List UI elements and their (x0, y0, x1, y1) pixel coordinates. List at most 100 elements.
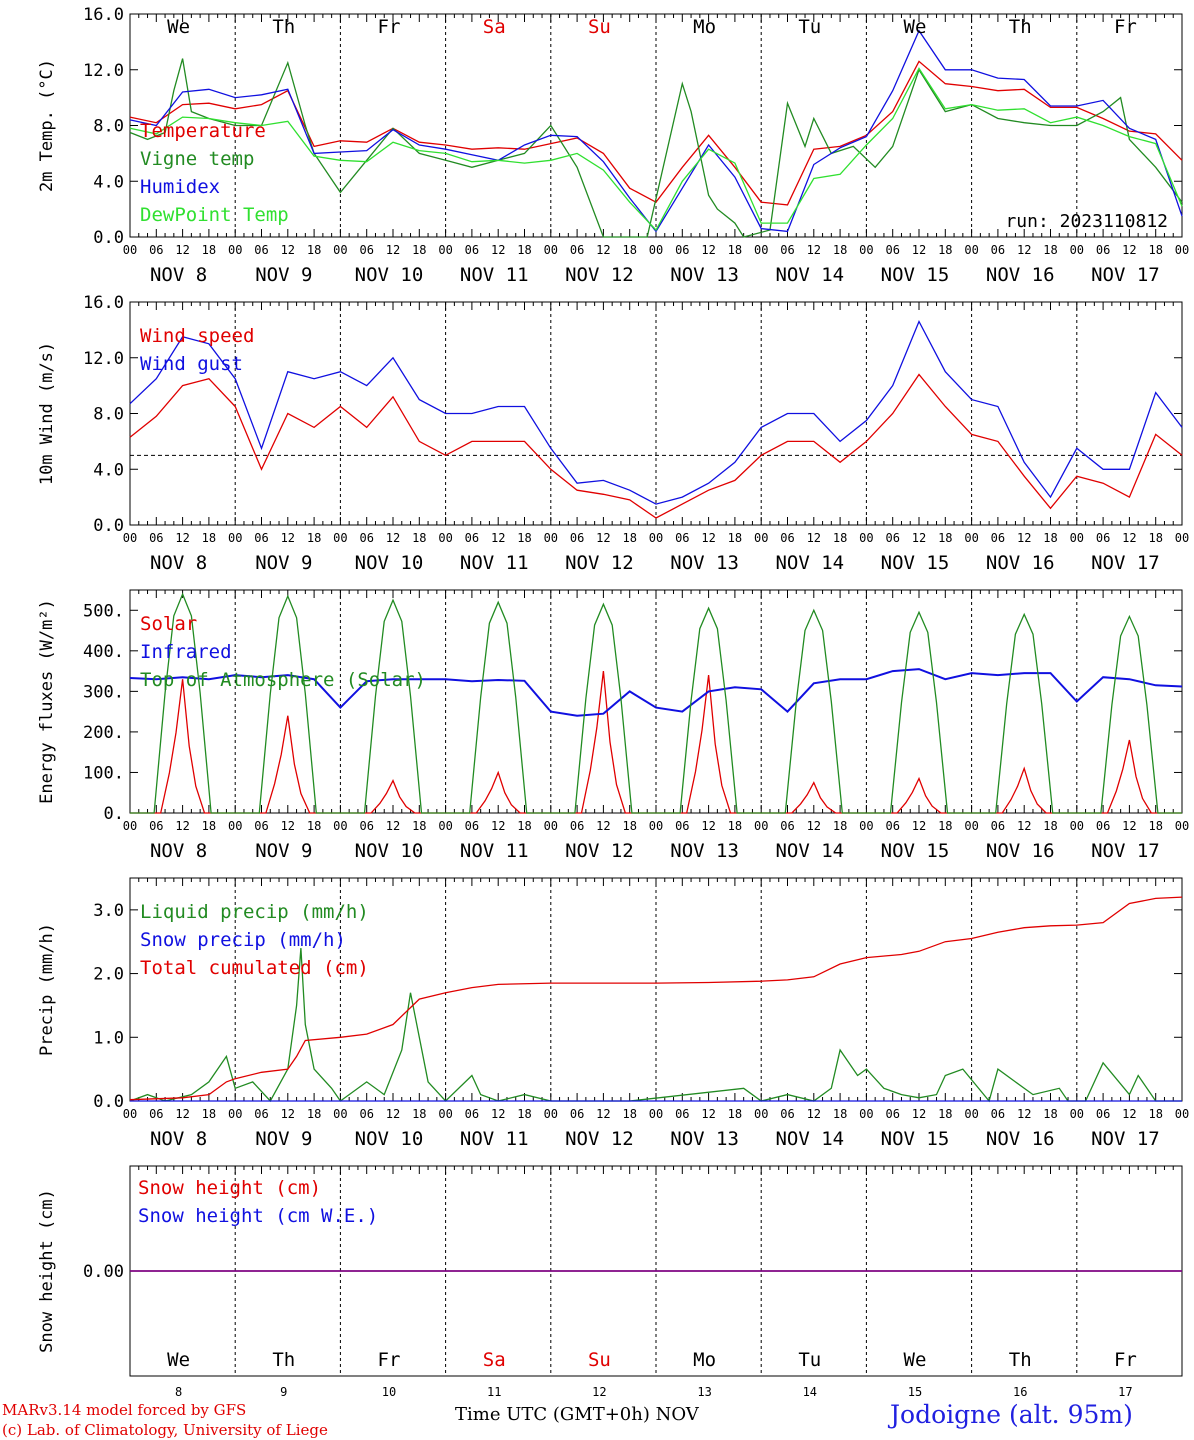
hour-label: 00 (1070, 243, 1084, 257)
y-tick-label: 400. (83, 642, 124, 662)
hour-label: 12 (596, 819, 610, 833)
hour-label: 00 (438, 1107, 452, 1121)
date-label: NOV 10 (355, 840, 424, 862)
hour-label: 06 (885, 819, 899, 833)
y-axis-title: 2m Temp. (°C) (37, 59, 57, 192)
y-tick-label: 8.0 (93, 405, 124, 425)
date-label: NOV 16 (986, 1128, 1055, 1150)
hour-label: 18 (1148, 531, 1162, 545)
hour-label: 18 (202, 531, 216, 545)
hour-label: 06 (1096, 819, 1110, 833)
legend-entry: Liquid precip (mm/h) (140, 901, 369, 923)
hour-label: 12 (281, 531, 295, 545)
date-label: NOV 15 (881, 1128, 950, 1150)
hour-label: 18 (1043, 243, 1057, 257)
hour-label: 18 (1148, 243, 1162, 257)
legend-entry: Snow height (cm W.E.) (138, 1205, 378, 1227)
date-label: NOV 8 (150, 552, 207, 574)
hour-label: 06 (885, 243, 899, 257)
date-label: NOV 15 (881, 552, 950, 574)
hour-label: 06 (254, 819, 268, 833)
hour-label: 00 (1175, 1107, 1189, 1121)
hour-label: 00 (649, 819, 663, 833)
hour-label: 06 (780, 819, 794, 833)
date-label: NOV 14 (775, 264, 844, 286)
panel-2 (129, 301, 1183, 526)
day-number: 8 (175, 1385, 182, 1399)
hour-label: 00 (544, 531, 558, 545)
date-label: NOV 13 (670, 840, 739, 862)
legend-entry: Vigne temp (140, 148, 254, 170)
hour-label: 00 (1175, 531, 1189, 545)
hour-label: 12 (807, 1107, 821, 1121)
hour-label: 18 (307, 1107, 321, 1121)
legend-entry: Wind gust (140, 353, 243, 375)
hour-label: 00 (1070, 819, 1084, 833)
date-label: NOV 17 (1091, 840, 1160, 862)
hour-label: 06 (359, 531, 373, 545)
hour-label: 18 (202, 243, 216, 257)
hour-label: 06 (465, 819, 479, 833)
y-tick-label: 0.0 (93, 1092, 124, 1112)
date-label: NOV 15 (881, 264, 950, 286)
date-label: NOV 16 (986, 552, 1055, 574)
date-label: NOV 16 (986, 264, 1055, 286)
hour-label: 06 (675, 819, 689, 833)
hour-label: 12 (386, 1107, 400, 1121)
hour-label: 18 (728, 243, 742, 257)
y-tick-label: 200. (83, 723, 124, 743)
hour-label: 00 (228, 819, 242, 833)
date-label: NOV 9 (255, 264, 312, 286)
date-label: NOV 13 (670, 552, 739, 574)
hour-label: 06 (991, 243, 1005, 257)
hour-label: 06 (780, 243, 794, 257)
date-label: NOV 17 (1091, 264, 1160, 286)
date-label: NOV 9 (255, 840, 312, 862)
hour-label: 06 (149, 531, 163, 545)
hour-label: 00 (544, 1107, 558, 1121)
hour-label: 12 (912, 819, 926, 833)
hour-label: 12 (1122, 243, 1136, 257)
legend-entry: DewPoint Temp (140, 204, 289, 226)
hour-label: 06 (675, 243, 689, 257)
legend-entry: Total cumulated (cm) (140, 957, 369, 979)
series-line-infrared (129, 668, 1183, 717)
date-label: NOV 14 (775, 552, 844, 574)
hour-label: 18 (202, 819, 216, 833)
hour-label: 12 (1017, 819, 1031, 833)
hour-label: 00 (649, 243, 663, 257)
hour-label: 12 (912, 243, 926, 257)
panel-3 (129, 589, 1183, 814)
day-name-top: Su (588, 16, 611, 38)
hour-label: 18 (938, 531, 952, 545)
date-label: NOV 15 (881, 840, 950, 862)
day-number: 12 (592, 1385, 606, 1399)
y-axis-title: 10m Wind (m/s) (37, 342, 57, 485)
hour-label: 18 (833, 531, 847, 545)
day-name-bottom: Th (1009, 1349, 1032, 1371)
hour-label: 00 (754, 531, 768, 545)
hour-label: 12 (491, 531, 505, 545)
day-number: 9 (280, 1385, 287, 1399)
hour-label: 00 (1070, 531, 1084, 545)
day-name-bottom: Su (588, 1349, 611, 1371)
date-label: NOV 13 (670, 264, 739, 286)
run-label: run: 2023110812 (1005, 211, 1168, 232)
hour-label: 00 (649, 1107, 663, 1121)
day-number: 11 (487, 1385, 501, 1399)
series-line-humidex (129, 29, 1183, 233)
series-line-total-cumulated-cm- (129, 896, 1183, 1101)
hour-label: 06 (885, 1107, 899, 1121)
hour-label: 00 (333, 531, 347, 545)
y-tick-label: 500. (83, 601, 124, 621)
y-tick-label: 4.0 (93, 460, 124, 480)
hour-label: 12 (386, 819, 400, 833)
hour-label: 18 (307, 819, 321, 833)
date-label: NOV 8 (150, 1128, 207, 1150)
hour-label: 12 (491, 243, 505, 257)
date-label: NOV 8 (150, 264, 207, 286)
hour-label: 12 (1017, 243, 1031, 257)
hour-label: 00 (649, 531, 663, 545)
hour-label: 06 (149, 243, 163, 257)
day-name-bottom: Fr (1114, 1349, 1137, 1371)
